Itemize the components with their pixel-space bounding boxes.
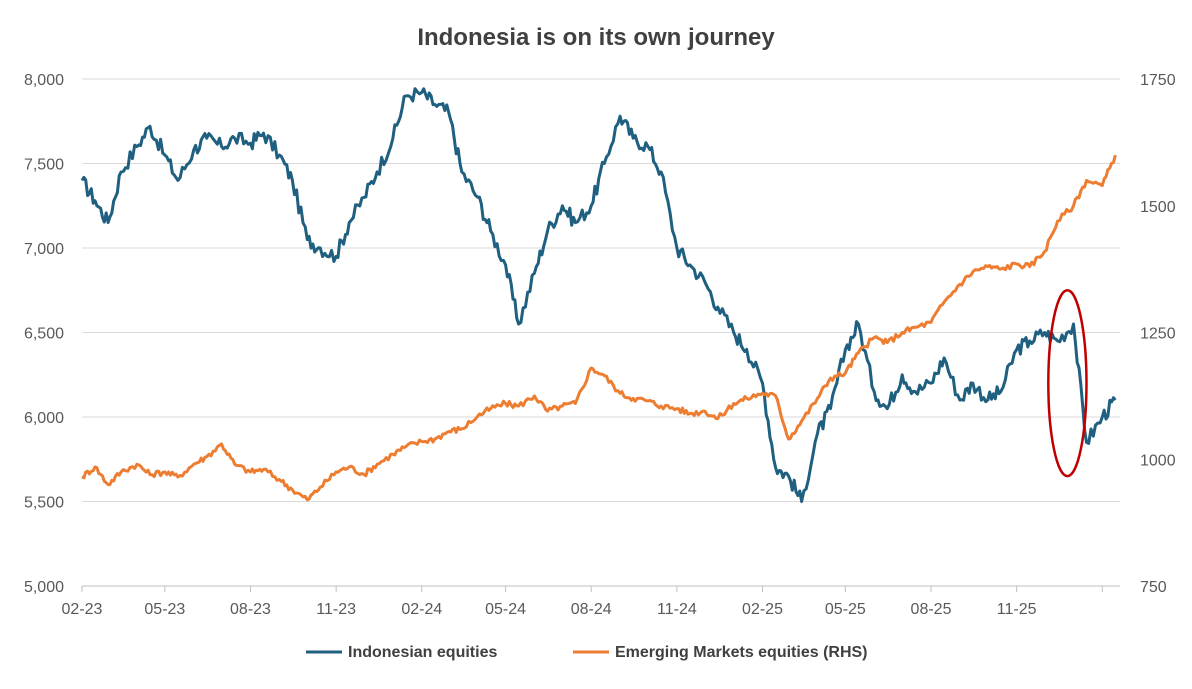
x-tick-label: 11-24 xyxy=(657,601,697,618)
y-right-tick-label: 1000 xyxy=(1140,452,1176,469)
y-left-tick-label: 5,000 xyxy=(24,579,64,596)
x-tick-label: 05-23 xyxy=(144,601,185,618)
x-tick-label: 11-23 xyxy=(316,601,356,618)
x-tick-label: 02-23 xyxy=(62,601,103,618)
x-tick-label: 02-25 xyxy=(742,601,783,618)
series-line-indonesia xyxy=(80,87,1117,503)
y-left-tick-label: 5,500 xyxy=(24,495,64,512)
x-tick-label: 02-24 xyxy=(401,601,442,618)
axes: 5,000 5,500 6,000 6,500 7,000 7,500 8,000 750 10… xyxy=(24,72,1176,618)
x-tick-label: 08-23 xyxy=(230,601,271,618)
legend-label: Emerging Markets equities (RHS) xyxy=(615,644,868,661)
highlight-ellipse xyxy=(1047,289,1088,478)
y-right-tick-label: 1750 xyxy=(1140,72,1176,89)
x-tick-label: 08-25 xyxy=(911,601,952,618)
y-left-tick-label: 7,500 xyxy=(24,157,64,174)
y-left-tick-label: 6,500 xyxy=(24,326,64,343)
y-left-tick-label: 8,000 xyxy=(24,72,64,89)
y-right-tick-label: 1250 xyxy=(1140,326,1176,343)
y-left-tick-label: 7,000 xyxy=(24,241,64,258)
legend-item: Indonesian equities xyxy=(306,644,497,661)
series-lines xyxy=(80,87,1117,503)
x-tick-label: 11-25 xyxy=(997,601,1037,618)
legend-label: Indonesian equities xyxy=(348,644,497,661)
series-line-emerging-markets xyxy=(81,154,1117,502)
x-tick-label: 05-24 xyxy=(485,601,526,618)
annotations xyxy=(1047,289,1088,478)
y-right-tick-label: 750 xyxy=(1140,579,1167,596)
chart-title: Indonesia is on its own journey xyxy=(417,24,775,51)
legend-item: Emerging Markets equities (RHS) xyxy=(573,644,868,661)
y-right-tick-label: 1500 xyxy=(1140,199,1176,216)
legend: Indonesian equities Emerging Markets equi… xyxy=(306,644,868,661)
x-tick-label: 05-25 xyxy=(825,601,866,618)
y-left-tick-label: 6,000 xyxy=(24,410,64,427)
x-tick-label: 08-24 xyxy=(571,601,612,618)
